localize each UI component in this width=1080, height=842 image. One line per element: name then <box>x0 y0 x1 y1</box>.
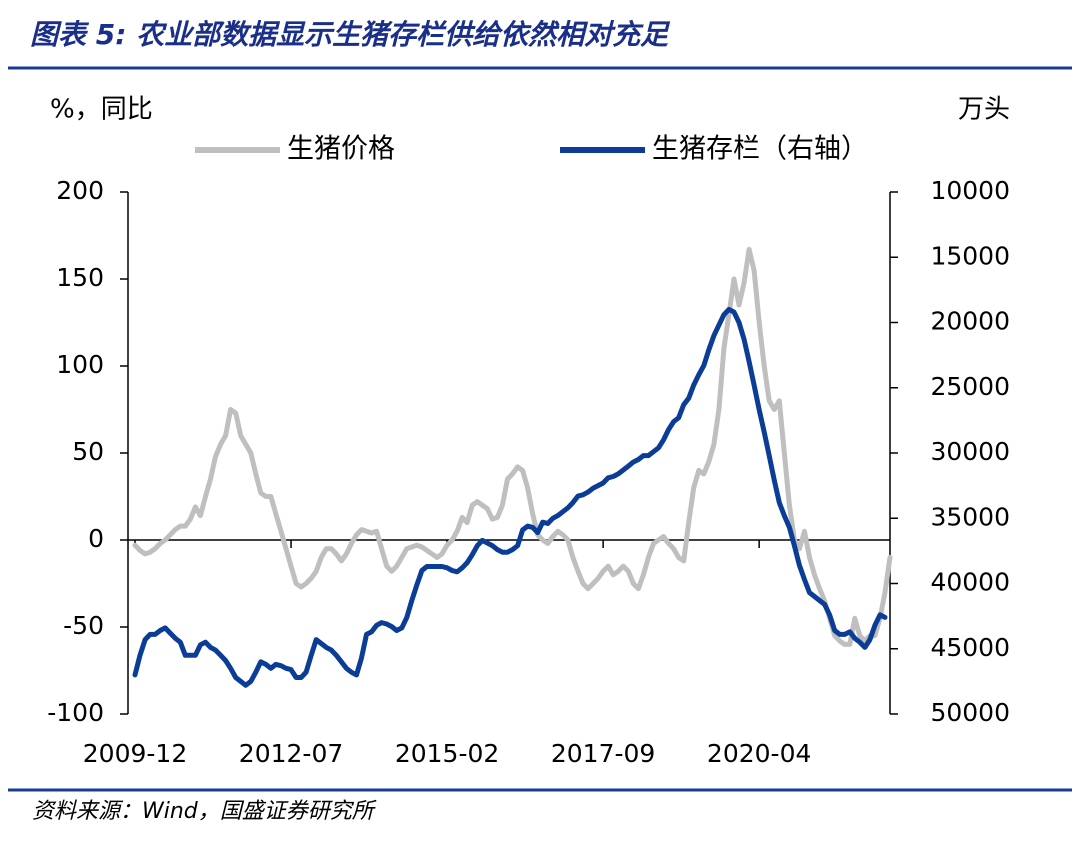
y-tick-label: 0 <box>88 524 104 553</box>
y-tick-label: -100 <box>47 698 104 727</box>
legend-label: 生猪价格 <box>287 134 395 165</box>
chart-title: 图表 5: 农业部数据显示生猪存栏供给依然相对充足 <box>30 18 671 51</box>
x-tick-label: 2017-09 <box>551 739 655 768</box>
x-tick-label: 2012-07 <box>239 739 343 768</box>
series-line <box>132 246 893 647</box>
y-tick-label: -50 <box>63 611 104 640</box>
y2-tick-label: 15000 <box>930 241 1010 270</box>
source-note: 资料来源：Wind，国盛证券研究所 <box>32 799 377 824</box>
x-tick-label: 2009-12 <box>83 739 187 768</box>
y-tick-label: 150 <box>56 263 104 292</box>
legend-label: 生猪存栏（右轴） <box>652 134 868 165</box>
y-axis-label: %，同比 <box>50 95 153 125</box>
y-tick-label: 200 <box>56 176 104 205</box>
y-tick-label: 100 <box>56 350 104 379</box>
y2-tick-label: 50000 <box>930 698 1010 727</box>
series-line <box>132 306 888 688</box>
y2-tick-label: 35000 <box>930 502 1010 531</box>
y2-tick-label: 30000 <box>930 437 1010 466</box>
y2-tick-label: 45000 <box>930 633 1010 662</box>
y2-axis-label: 万头 <box>958 95 1010 125</box>
x-tick-label: 2020-04 <box>707 739 811 768</box>
y2-tick-label: 25000 <box>930 372 1010 401</box>
y2-tick-label: 10000 <box>930 176 1010 205</box>
x-tick-label: 2015-02 <box>395 739 499 768</box>
y2-tick-label: 20000 <box>930 307 1010 336</box>
y-tick-label: 50 <box>72 437 104 466</box>
y2-tick-label: 40000 <box>930 568 1010 597</box>
